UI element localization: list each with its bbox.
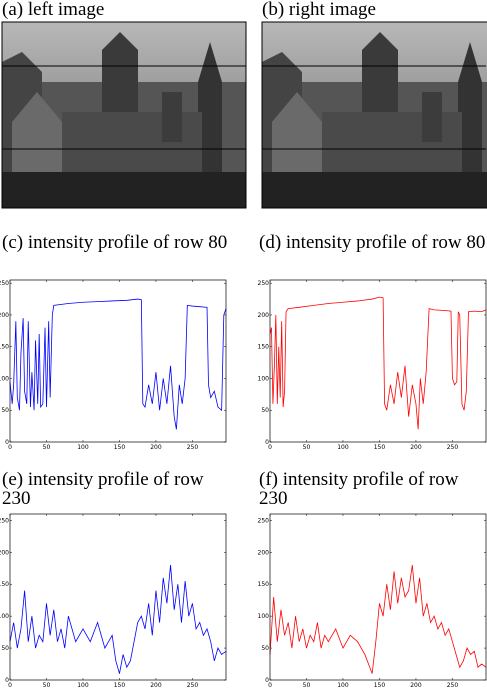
chart-caption: (d) intensity profile of row 80	[259, 232, 486, 253]
y-tick-label: 0	[265, 677, 269, 684]
x-tick-label: 250	[187, 444, 199, 451]
x-tick-label: 150	[114, 444, 126, 451]
y-tick-label: 50	[1, 645, 9, 652]
y-tick-label: 200	[0, 312, 9, 319]
right-image	[261, 21, 487, 209]
x-tick-label: 250	[187, 682, 199, 689]
x-tick-label: 0	[268, 682, 272, 689]
x-tick-label: 0	[268, 444, 272, 451]
x-tick-label: 50	[43, 682, 51, 689]
y-tick-label: 100	[0, 375, 9, 382]
x-tick-label: 0	[8, 682, 12, 689]
y-tick-label: 250	[258, 280, 270, 287]
y-tick-label: 250	[258, 517, 270, 524]
y-tick-label: 100	[0, 613, 9, 620]
line-series	[9, 565, 227, 674]
y-tick-label: 150	[0, 344, 9, 351]
y-tick-label: 0	[265, 439, 269, 446]
image-caption: (a) left image	[2, 0, 105, 20]
y-tick-label: 50	[261, 645, 269, 652]
y-tick-label: 100	[258, 613, 270, 620]
x-tick-label: 50	[303, 682, 311, 689]
y-tick-label: 150	[0, 581, 9, 588]
image-caption: (b) right image	[262, 0, 376, 20]
x-tick-label: 100	[337, 682, 349, 689]
x-tick-label: 100	[77, 682, 89, 689]
chart-caption: (f) intensity profile of row 230	[259, 469, 459, 509]
y-tick-label: 200	[258, 312, 270, 319]
plot-frame	[269, 513, 487, 681]
x-tick-label: 200	[150, 444, 162, 451]
x-tick-label: 150	[374, 444, 386, 451]
y-tick-label: 100	[258, 375, 270, 382]
x-tick-label: 100	[77, 444, 89, 451]
y-tick-label: 150	[258, 344, 270, 351]
chart-caption: (e) intensity profile of row 230	[2, 469, 204, 509]
x-tick-label: 100	[337, 444, 349, 451]
y-tick-label: 200	[258, 549, 270, 556]
line-series	[269, 565, 487, 674]
y-tick-label: 250	[0, 517, 9, 524]
y-tick-label: 250	[0, 280, 9, 287]
x-tick-label: 250	[447, 682, 459, 689]
y-tick-label: 0	[5, 677, 9, 684]
line-series	[9, 298, 227, 430]
x-tick-label: 50	[303, 444, 311, 451]
y-tick-label: 0	[5, 439, 9, 446]
plot-frame	[9, 279, 227, 443]
x-tick-label: 200	[410, 444, 422, 451]
x-tick-label: 0	[8, 444, 12, 451]
left-image	[1, 21, 247, 209]
x-tick-label: 150	[374, 682, 386, 689]
y-tick-label: 50	[261, 407, 269, 414]
x-tick-label: 150	[114, 682, 126, 689]
x-tick-label: 200	[150, 682, 162, 689]
line-series	[269, 296, 487, 430]
y-tick-label: 50	[1, 407, 9, 414]
x-tick-label: 200	[410, 682, 422, 689]
plot-frame	[269, 279, 487, 443]
y-tick-label: 150	[258, 581, 270, 588]
y-tick-label: 200	[0, 549, 9, 556]
x-tick-label: 250	[447, 444, 459, 451]
plot-frame	[9, 513, 227, 681]
x-tick-label: 50	[43, 444, 51, 451]
chart-caption: (c) intensity profile of row 80	[2, 232, 228, 253]
